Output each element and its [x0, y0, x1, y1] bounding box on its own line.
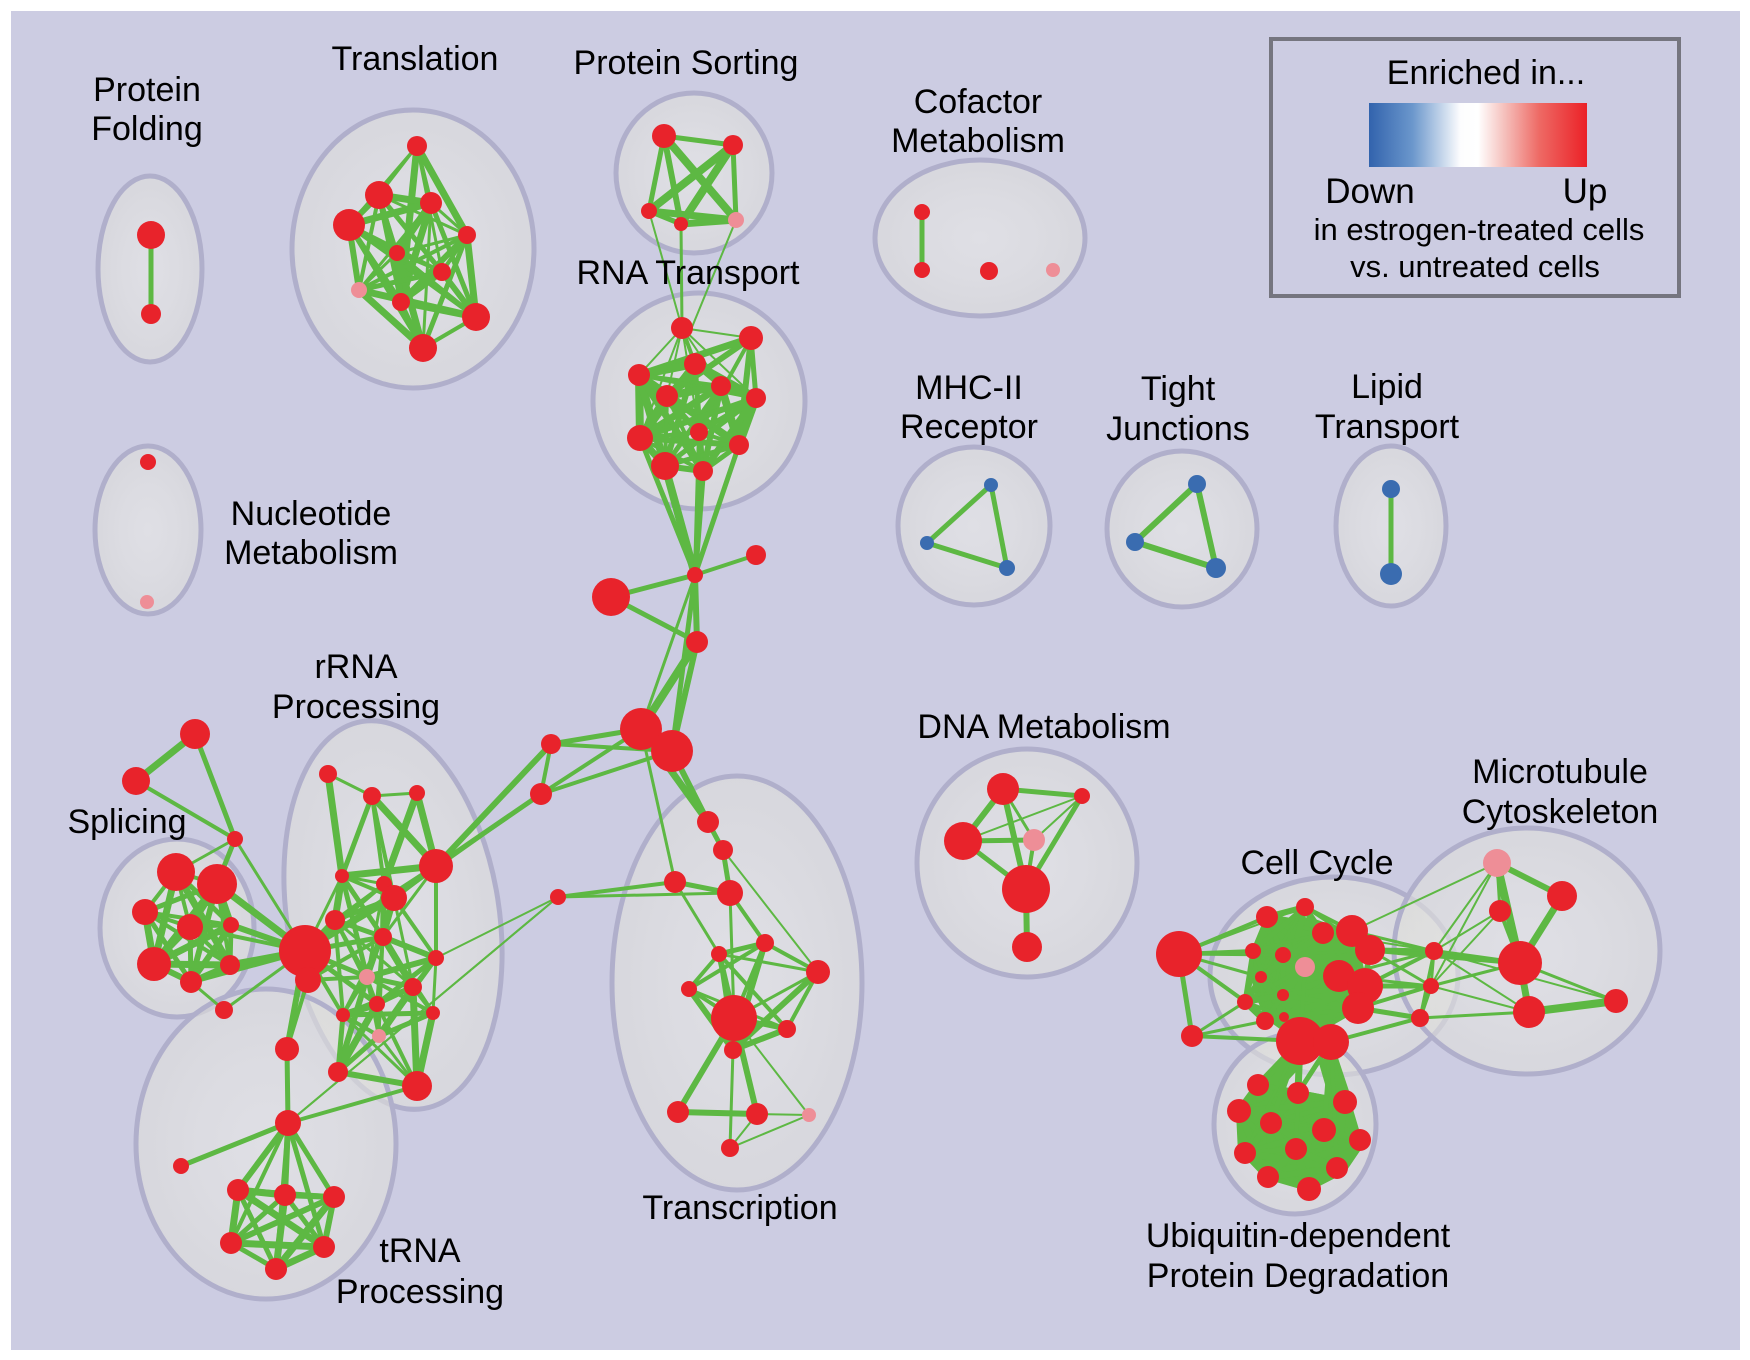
svg-text:Nucleotide: Nucleotide	[231, 495, 392, 533]
svg-text:Transport: Transport	[1315, 408, 1460, 446]
svg-text:Enriched in...: Enriched in...	[1387, 54, 1585, 92]
svg-text:Cytoskeleton: Cytoskeleton	[1462, 793, 1659, 831]
svg-text:Receptor: Receptor	[900, 408, 1038, 446]
svg-text:Processing: Processing	[336, 1273, 504, 1311]
svg-text:Metabolism: Metabolism	[891, 122, 1065, 160]
svg-text:Transcription: Transcription	[642, 1189, 837, 1227]
svg-text:Microtubule: Microtubule	[1472, 753, 1648, 791]
svg-text:tRNA: tRNA	[379, 1232, 461, 1270]
svg-text:Protein: Protein	[93, 71, 201, 109]
svg-text:Protein Sorting: Protein Sorting	[574, 44, 799, 82]
svg-text:rRNA: rRNA	[314, 648, 397, 686]
svg-text:Lipid: Lipid	[1351, 368, 1423, 406]
svg-text:Tight: Tight	[1141, 370, 1216, 408]
svg-text:RNA Transport: RNA Transport	[577, 254, 801, 292]
svg-text:vs. untreated cells: vs. untreated cells	[1350, 249, 1600, 284]
svg-text:Down: Down	[1325, 172, 1414, 211]
svg-text:in estrogen-treated cells: in estrogen-treated cells	[1314, 212, 1645, 247]
svg-text:MHC-II: MHC-II	[915, 369, 1023, 407]
svg-text:Cofactor: Cofactor	[914, 83, 1043, 121]
svg-text:Folding: Folding	[91, 110, 203, 148]
svg-text:Metabolism: Metabolism	[224, 534, 398, 572]
svg-text:DNA Metabolism: DNA Metabolism	[917, 708, 1170, 746]
svg-text:Splicing: Splicing	[67, 803, 186, 841]
svg-text:Cell Cycle: Cell Cycle	[1240, 844, 1393, 882]
svg-text:Ubiquitin-dependent: Ubiquitin-dependent	[1146, 1217, 1451, 1255]
svg-text:Protein Degradation: Protein Degradation	[1147, 1257, 1449, 1295]
svg-text:Processing: Processing	[272, 688, 440, 726]
svg-text:Translation: Translation	[332, 40, 499, 78]
svg-text:Junctions: Junctions	[1106, 410, 1250, 448]
svg-text:Up: Up	[1563, 172, 1608, 211]
